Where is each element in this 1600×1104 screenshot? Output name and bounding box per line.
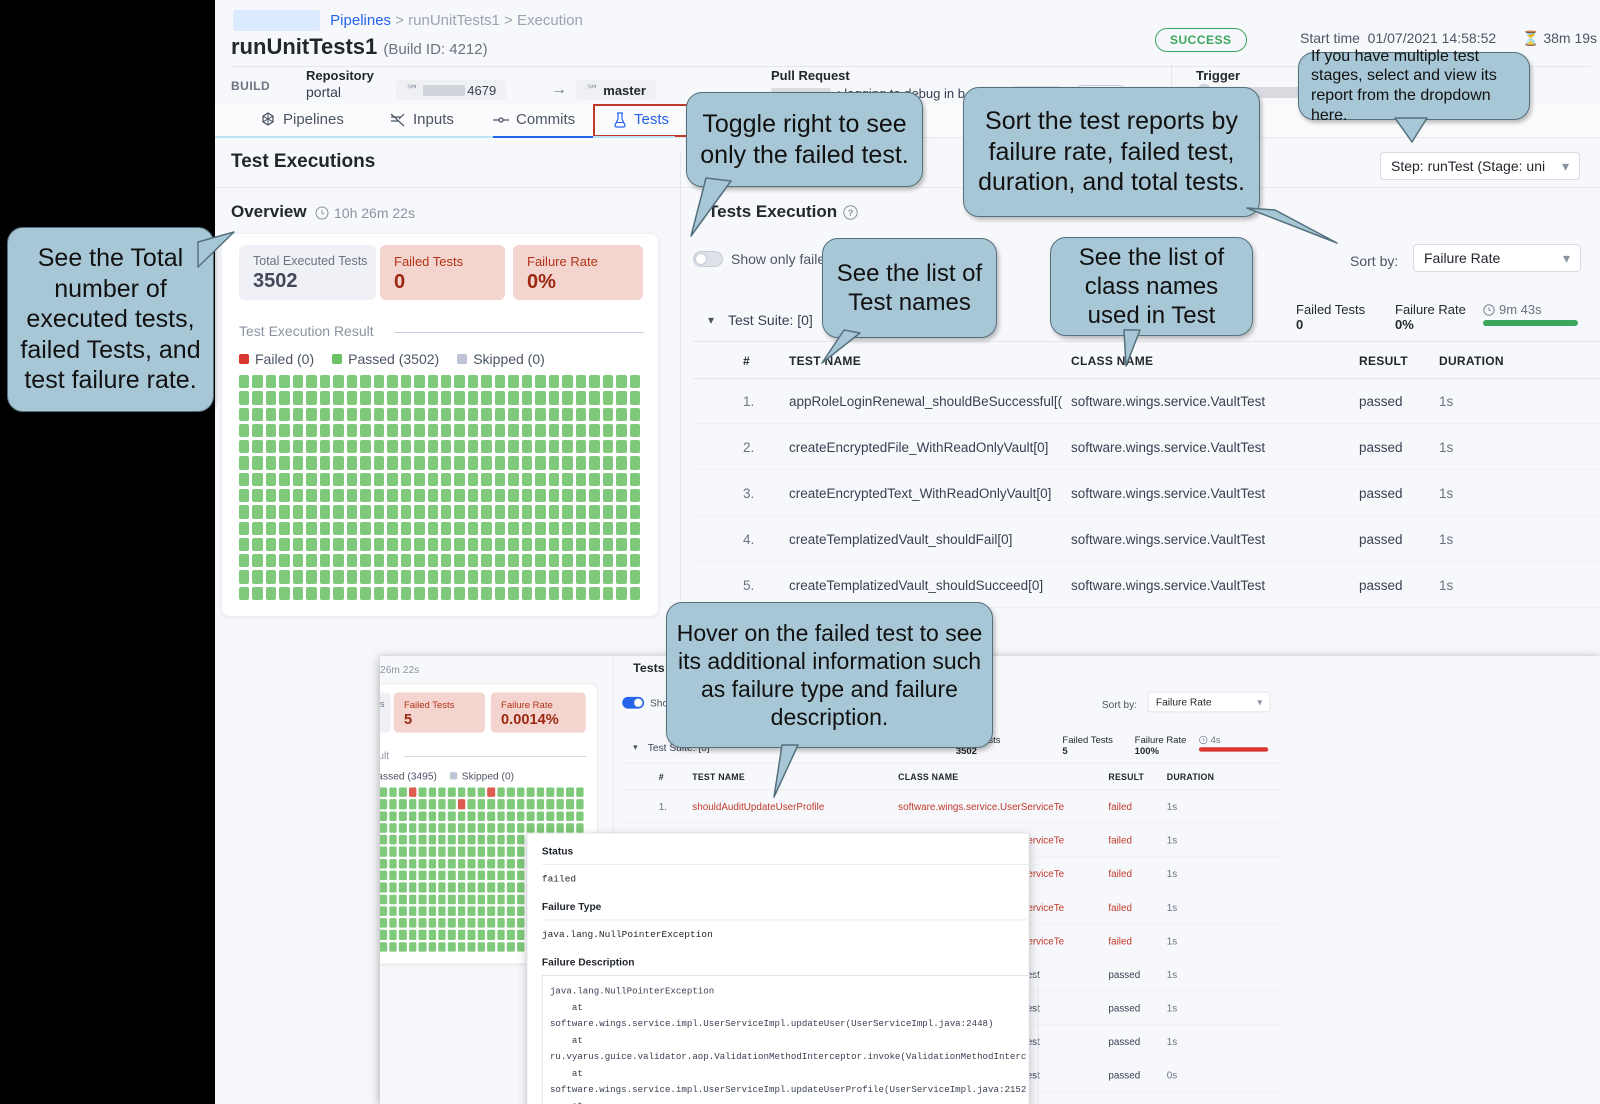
svg-text:?: ?: [848, 208, 854, 218]
